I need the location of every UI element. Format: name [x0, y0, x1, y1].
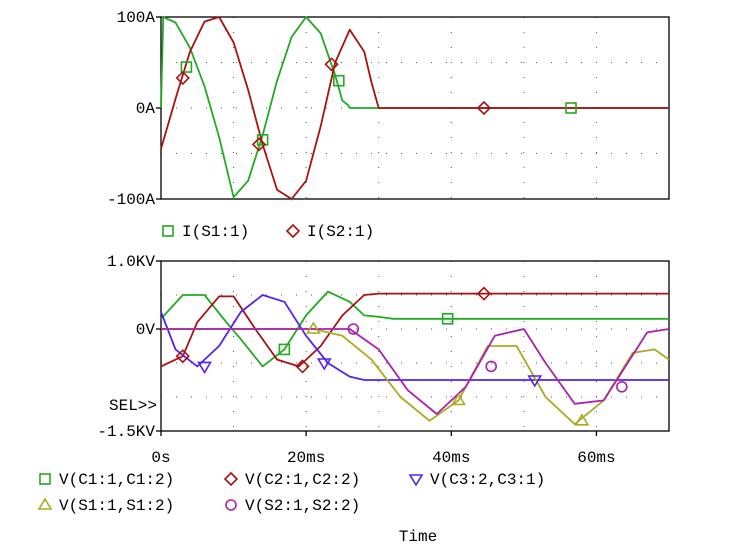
series-line-V(S1:1,S1:2): [161, 328, 670, 426]
y-tick-label: 0V: [136, 321, 156, 339]
x-tick-label: 0s: [151, 449, 170, 467]
legend-marker: [39, 473, 51, 485]
legend-marker: [285, 223, 301, 239]
x-axis-label: Time: [399, 528, 437, 546]
data-marker: [616, 380, 628, 393]
legend-marker: [408, 474, 424, 487]
legend-marker: [225, 499, 237, 511]
y-tick-label: 100A: [117, 9, 156, 27]
y-tick-label: 0A: [136, 100, 156, 118]
data-marker: [251, 137, 267, 152]
legend-marker: [223, 471, 239, 487]
data-marker: [451, 392, 466, 406]
data-marker: [485, 360, 498, 373]
data-marker: [441, 312, 454, 325]
data-marker: [565, 102, 577, 114]
legend-label: V(C3:2,C3:1): [430, 471, 545, 489]
legend-label: V(S2:1,S2:2): [245, 497, 360, 515]
series-line-V(S2:1,S2:2): [161, 328, 670, 415]
legend-marker: [162, 225, 174, 237]
data-marker: [295, 359, 310, 374]
sel-label: SEL>>: [109, 397, 157, 415]
legend-label: V(C1:1,C1:2): [59, 471, 174, 489]
data-marker: [316, 358, 332, 371]
legend-marker: [37, 497, 53, 510]
data-marker: [332, 74, 345, 87]
legend-label: I(S2:1): [307, 223, 374, 241]
plot-frame: [160, 260, 670, 432]
data-marker: [324, 57, 339, 72]
data-marker: [197, 361, 212, 374]
legend-label: V(C2:1,C2:2): [245, 471, 360, 489]
series-line-V(C3:2,C3:1): [160, 294, 669, 381]
data-marker: [476, 100, 492, 116]
data-marker: [347, 323, 360, 335]
data-marker: [175, 349, 190, 364]
x-tick-label: 40ms: [432, 449, 470, 467]
x-tick-label: 60ms: [577, 449, 615, 467]
data-marker: [180, 61, 193, 73]
series-line-V(C1:1,C1:2): [160, 290, 669, 368]
data-marker: [305, 321, 321, 334]
data-marker: [175, 70, 190, 86]
y-tick-label: -100A: [107, 191, 155, 209]
series-line-I(S1:1): [160, 16, 669, 199]
data-marker: [527, 375, 543, 388]
legend-label: I(S1:1): [182, 223, 249, 241]
y-tick-label: 1.0KV: [107, 253, 155, 271]
data-marker: [574, 413, 590, 426]
data-marker: [278, 343, 291, 356]
series-line-I(S2:1): [160, 16, 669, 200]
series-line-V(C2:1,C2:2): [160, 292, 669, 368]
data-marker: [476, 286, 492, 301]
x-tick-label: 20ms: [287, 449, 325, 467]
legend-label: V(S1:1,S1:2): [59, 497, 174, 515]
y-tick-label: -1.5KV: [97, 423, 155, 441]
